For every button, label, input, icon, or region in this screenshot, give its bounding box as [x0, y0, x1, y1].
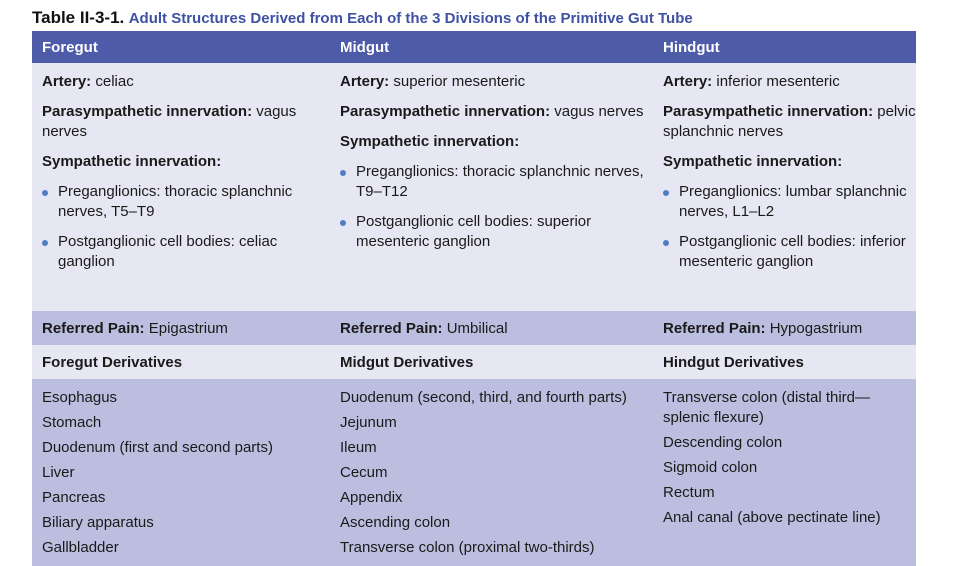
- table-header-row: Foregut Midgut Hindgut: [32, 31, 916, 63]
- derivatives-row: Esophagus Stomach Duodenum (first and se…: [32, 379, 916, 566]
- list-item: Gallbladder: [42, 539, 119, 556]
- list-item: Sigmoid colon: [663, 459, 758, 476]
- list-item: Jejunum: [340, 414, 397, 431]
- table-caption: Table II-3-1. Adult Structures Derived f…: [32, 8, 693, 29]
- hindgut-derivatives-list: Transverse colon (distal third—splenic f…: [653, 388, 916, 566]
- list-item: Ascending colon: [340, 514, 451, 531]
- list-item: Stomach: [42, 414, 102, 431]
- foregut-derivatives-title: Foregut Derivatives: [42, 353, 183, 371]
- table-number: Table II-3-1.: [32, 8, 125, 27]
- preganglionic-item: Preganglionics: lumbar splanchnic nerves…: [663, 182, 916, 222]
- list-item: Duodenum (second, third, and fourth part…: [340, 389, 627, 406]
- artery-line: Artery: celiac: [42, 73, 134, 90]
- list-item: Pancreas: [42, 489, 106, 506]
- bullet-icon: [42, 240, 48, 246]
- hindgut-derivatives-title: Hindgut Derivatives: [663, 353, 804, 371]
- parasympathetic-line: Parasympathetic innervation: vagus nerve…: [340, 103, 644, 120]
- artery-line: Artery: inferior mesenteric: [663, 73, 840, 90]
- midgut-derivatives-list: Duodenum (second, third, and fourth part…: [330, 388, 653, 566]
- postganglionic-item: Postganglionic cell bodies: celiac gangl…: [42, 232, 330, 272]
- sympathetic-label: Sympathetic innervation:: [340, 133, 520, 150]
- sympathetic-label: Sympathetic innervation:: [663, 153, 843, 170]
- list-item: Descending colon: [663, 434, 783, 451]
- list-item: Appendix: [340, 489, 403, 506]
- table-title: Adult Structures Derived from Each of th…: [128, 10, 693, 27]
- hindgut-referred-pain: Referred Pain: Hypogastrium: [663, 319, 863, 337]
- midgut-derivatives-title: Midgut Derivatives: [340, 353, 474, 371]
- midgut-supply-cell: Artery: superior mesenteric Parasympathe…: [330, 72, 653, 311]
- header-hindgut: Hindgut: [663, 38, 720, 56]
- referred-pain-row: Referred Pain: Epigastrium Referred Pain…: [32, 311, 916, 345]
- gut-divisions-table: Foregut Midgut Hindgut Artery: celiac Pa…: [32, 31, 916, 566]
- foregut-supply-cell: Artery: celiac Parasympathetic innervati…: [32, 72, 330, 311]
- supply-row: Artery: celiac Parasympathetic innervati…: [32, 63, 916, 311]
- list-item: Ileum: [340, 439, 377, 456]
- parasympathetic-line: Parasympathetic innervation: pelvic spla…: [663, 103, 916, 140]
- derivatives-title-row: Foregut Derivatives Midgut Derivatives H…: [32, 345, 916, 379]
- preganglionic-item: Preganglionics: thoracic splanchnic nerv…: [340, 162, 653, 202]
- list-item: Rectum: [663, 484, 715, 501]
- list-item: Anal canal (above pectinate line): [663, 509, 881, 526]
- header-foregut: Foregut: [42, 38, 98, 56]
- sympathetic-label: Sympathetic innervation:: [42, 153, 222, 170]
- bullet-icon: [42, 190, 48, 196]
- list-item: Cecum: [340, 464, 388, 481]
- list-item: Duodenum (first and second parts): [42, 439, 273, 456]
- page: Table II-3-1. Adult Structures Derived f…: [32, 8, 916, 566]
- bullet-icon: [340, 220, 346, 226]
- list-item: Esophagus: [42, 389, 118, 406]
- artery-line: Artery: superior mesenteric: [340, 73, 526, 90]
- bullet-icon: [340, 170, 346, 176]
- midgut-referred-pain: Referred Pain: Umbilical: [340, 319, 508, 337]
- list-item: Biliary apparatus: [42, 514, 154, 531]
- header-midgut: Midgut: [340, 38, 390, 56]
- foregut-derivatives-list: Esophagus Stomach Duodenum (first and se…: [32, 388, 330, 566]
- postganglionic-item: Postganglionic cell bodies: inferior mes…: [663, 232, 916, 272]
- list-item: Liver: [42, 464, 75, 481]
- preganglionic-item: Preganglionics: thoracic splanchnic nerv…: [42, 182, 330, 222]
- foregut-referred-pain: Referred Pain: Epigastrium: [42, 319, 228, 337]
- parasympathetic-line: Parasympathetic innervation: vagus nerve…: [42, 103, 297, 140]
- hindgut-supply-cell: Artery: inferior mesenteric Parasympathe…: [653, 72, 916, 311]
- bullet-icon: [663, 190, 669, 196]
- list-item: Transverse colon (distal third—splenic f…: [663, 389, 871, 426]
- postganglionic-item: Postganglionic cell bodies: superior mes…: [340, 212, 653, 252]
- bullet-icon: [663, 240, 669, 246]
- list-item: Transverse colon (proximal two-thirds): [340, 539, 595, 556]
